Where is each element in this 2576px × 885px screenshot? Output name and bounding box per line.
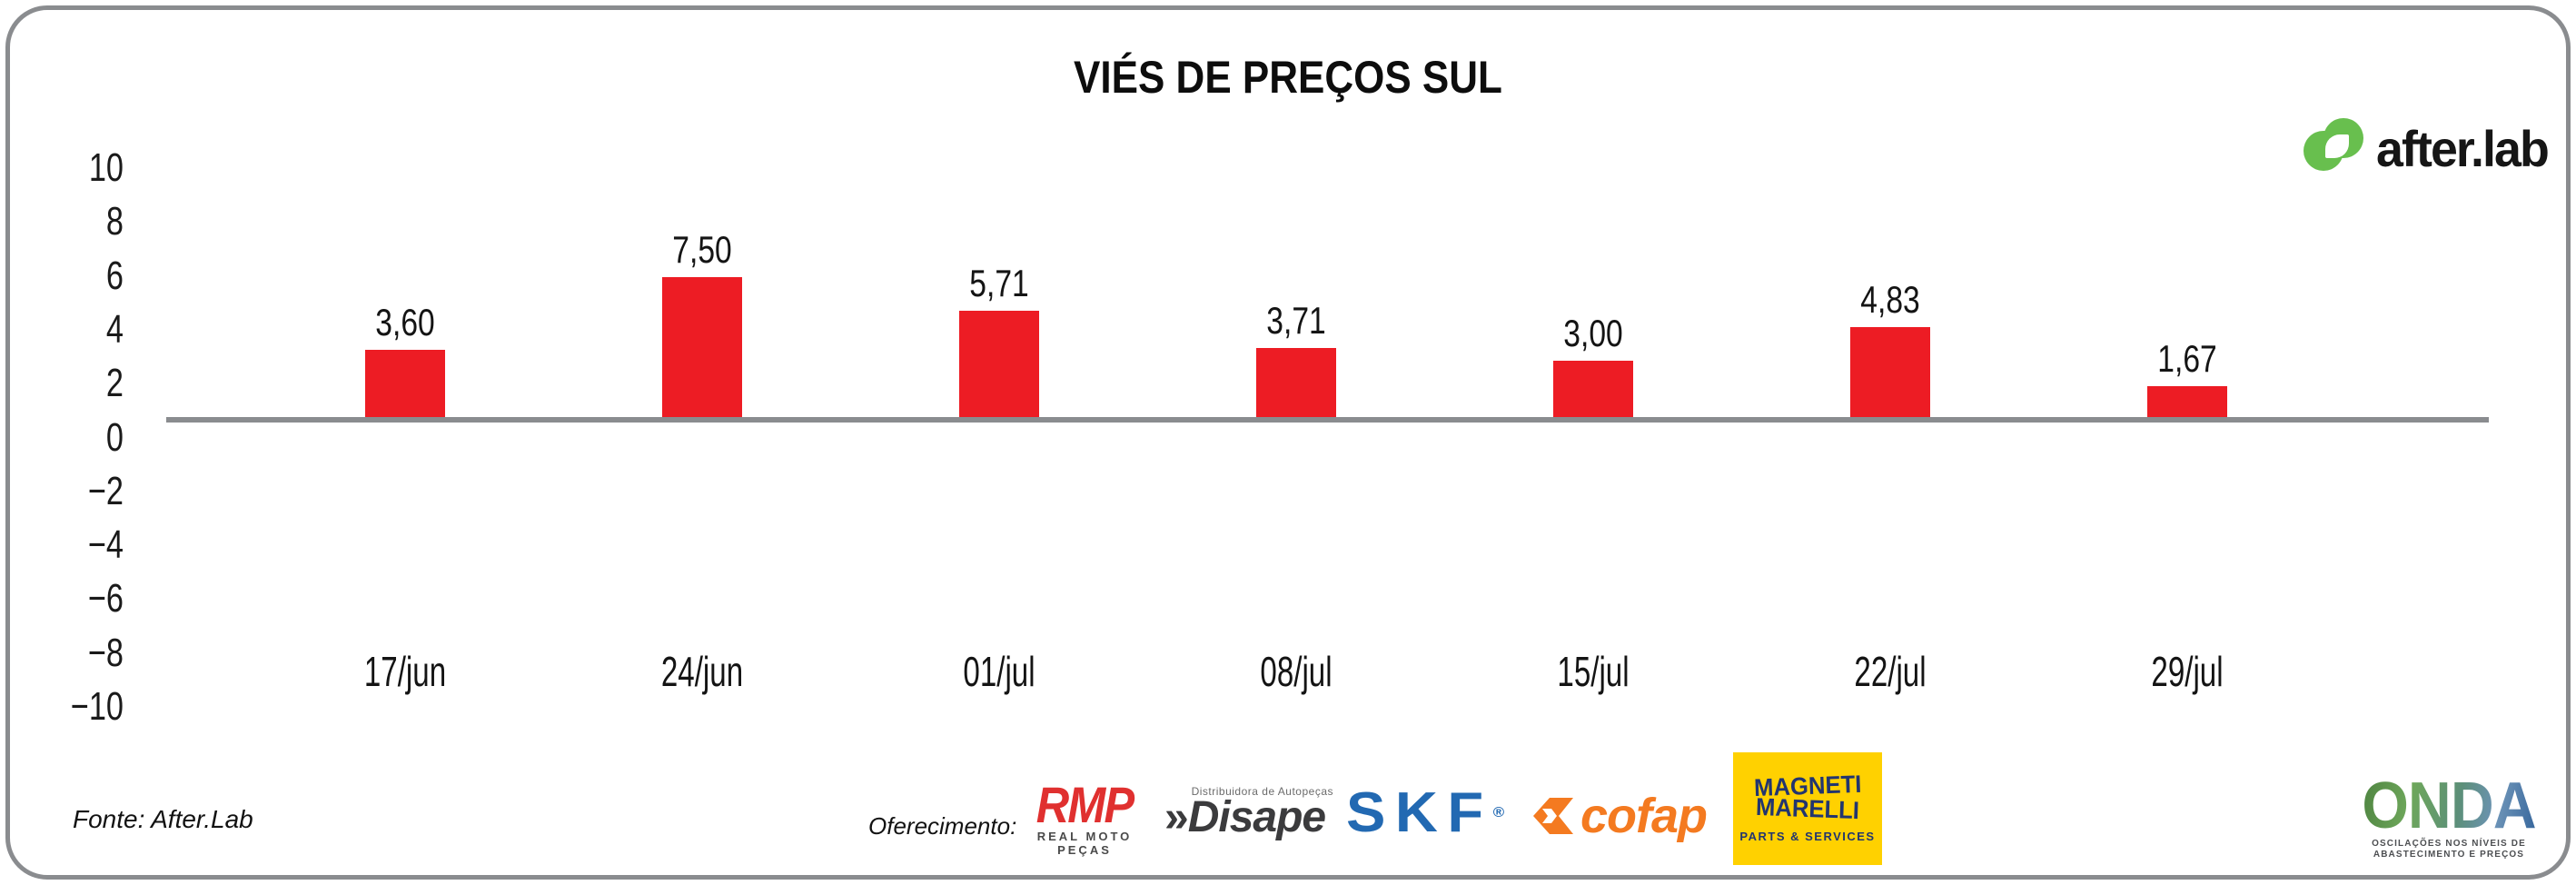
magneti-subtext: PARTS & SERVICES xyxy=(1739,829,1876,843)
disape-wordmark: »Disape xyxy=(1164,793,1326,841)
x-axis-label: 22/jul xyxy=(1854,648,1927,695)
x-axis-label: 01/jul xyxy=(963,648,1035,695)
cofap-arrow-icon xyxy=(1533,798,1573,834)
y-axis-tick-label: −6 xyxy=(87,576,124,621)
afterlab-leaf-icon xyxy=(2304,118,2367,178)
source-note: Fonte: After.Lab xyxy=(73,805,253,833)
sponsor-label: Oferecimento: xyxy=(868,812,1017,840)
disape-chevrons-icon: » xyxy=(1164,793,1189,841)
bar-value-label: 7,50 xyxy=(672,228,732,271)
x-axis-label: 15/jul xyxy=(1557,648,1630,695)
x-axis-label: 08/jul xyxy=(1260,648,1333,695)
y-axis-tick-label: −2 xyxy=(87,468,124,513)
x-axis-label: 24/jun xyxy=(660,648,744,695)
cofap-logo: cofap xyxy=(1531,789,1708,843)
disape-subtext: Distribuidora de Autopeças xyxy=(1191,785,1333,798)
bar-24/jun xyxy=(662,277,742,417)
y-axis-tick-label: 0 xyxy=(105,414,124,460)
y-axis-tick-label: 2 xyxy=(105,361,124,406)
bar-value-label: 3,00 xyxy=(1563,312,1623,354)
bar-29/jul xyxy=(2147,386,2227,417)
disape-logo: Distribuidora de Autopeças »Disape xyxy=(1164,785,1333,841)
chart-card xyxy=(5,5,2571,880)
afterlab-wordmark: after.lab xyxy=(2376,119,2550,177)
bar-15/jul xyxy=(1553,361,1633,417)
x-axis-line xyxy=(166,417,2489,423)
onda-tagline: OSCILAÇÕES NOS NÍVEIS DE ABASTECIMENTO E… xyxy=(2372,838,2526,860)
bar-value-label: 1,67 xyxy=(2157,337,2217,380)
rmp-subtext: REAL MOTO PEÇAS xyxy=(1036,830,1133,857)
y-axis-tick-label: −4 xyxy=(87,522,124,568)
y-axis-tick-label: 6 xyxy=(105,253,124,298)
cofap-wordmark: cofap xyxy=(1580,789,1708,843)
bar-17/jun xyxy=(365,350,445,417)
bar-01/jul xyxy=(959,311,1039,417)
skf-wordmark: SKF® xyxy=(1346,781,1505,844)
bar-value-label: 5,71 xyxy=(969,262,1029,304)
x-axis-label: 29/jul xyxy=(2151,648,2224,695)
onda-logo: ONDA OSCILAÇÕES NOS NÍVEIS DE ABASTECIME… xyxy=(2347,773,2551,860)
onda-wordmark: ONDA xyxy=(2355,773,2542,839)
registered-mark-icon: ® xyxy=(1492,805,1505,820)
x-axis-label: 17/jun xyxy=(363,648,447,695)
y-axis-tick-label: −10 xyxy=(70,684,124,729)
bar-value-label: 4,83 xyxy=(1860,278,1920,321)
y-axis-tick-label: 10 xyxy=(88,145,124,190)
y-axis-tick-label: 4 xyxy=(105,306,124,352)
bar-value-label: 3,60 xyxy=(375,301,435,343)
bar-08/jul xyxy=(1256,348,1336,417)
rmp-wordmark: RMP xyxy=(1035,776,1134,833)
skf-logo: SKF® xyxy=(1346,785,1504,841)
y-axis-tick-label: −8 xyxy=(87,630,124,675)
y-axis-tick-label: 8 xyxy=(105,199,124,244)
bar-value-label: 3,71 xyxy=(1266,299,1326,342)
chart-title: VIÉS DE PREÇOS SUL xyxy=(1074,52,1502,103)
magneti-line2: MARELLI xyxy=(1755,792,1860,824)
bar-22/jul xyxy=(1850,327,1930,417)
rmp-logo: RMP REAL MOTO PEÇAS xyxy=(1012,776,1157,858)
afterlab-logo: after.lab xyxy=(2304,118,2555,178)
magneti-marelli-logo: MAGNETI MARELLI PARTS & SERVICES xyxy=(1733,752,1882,865)
